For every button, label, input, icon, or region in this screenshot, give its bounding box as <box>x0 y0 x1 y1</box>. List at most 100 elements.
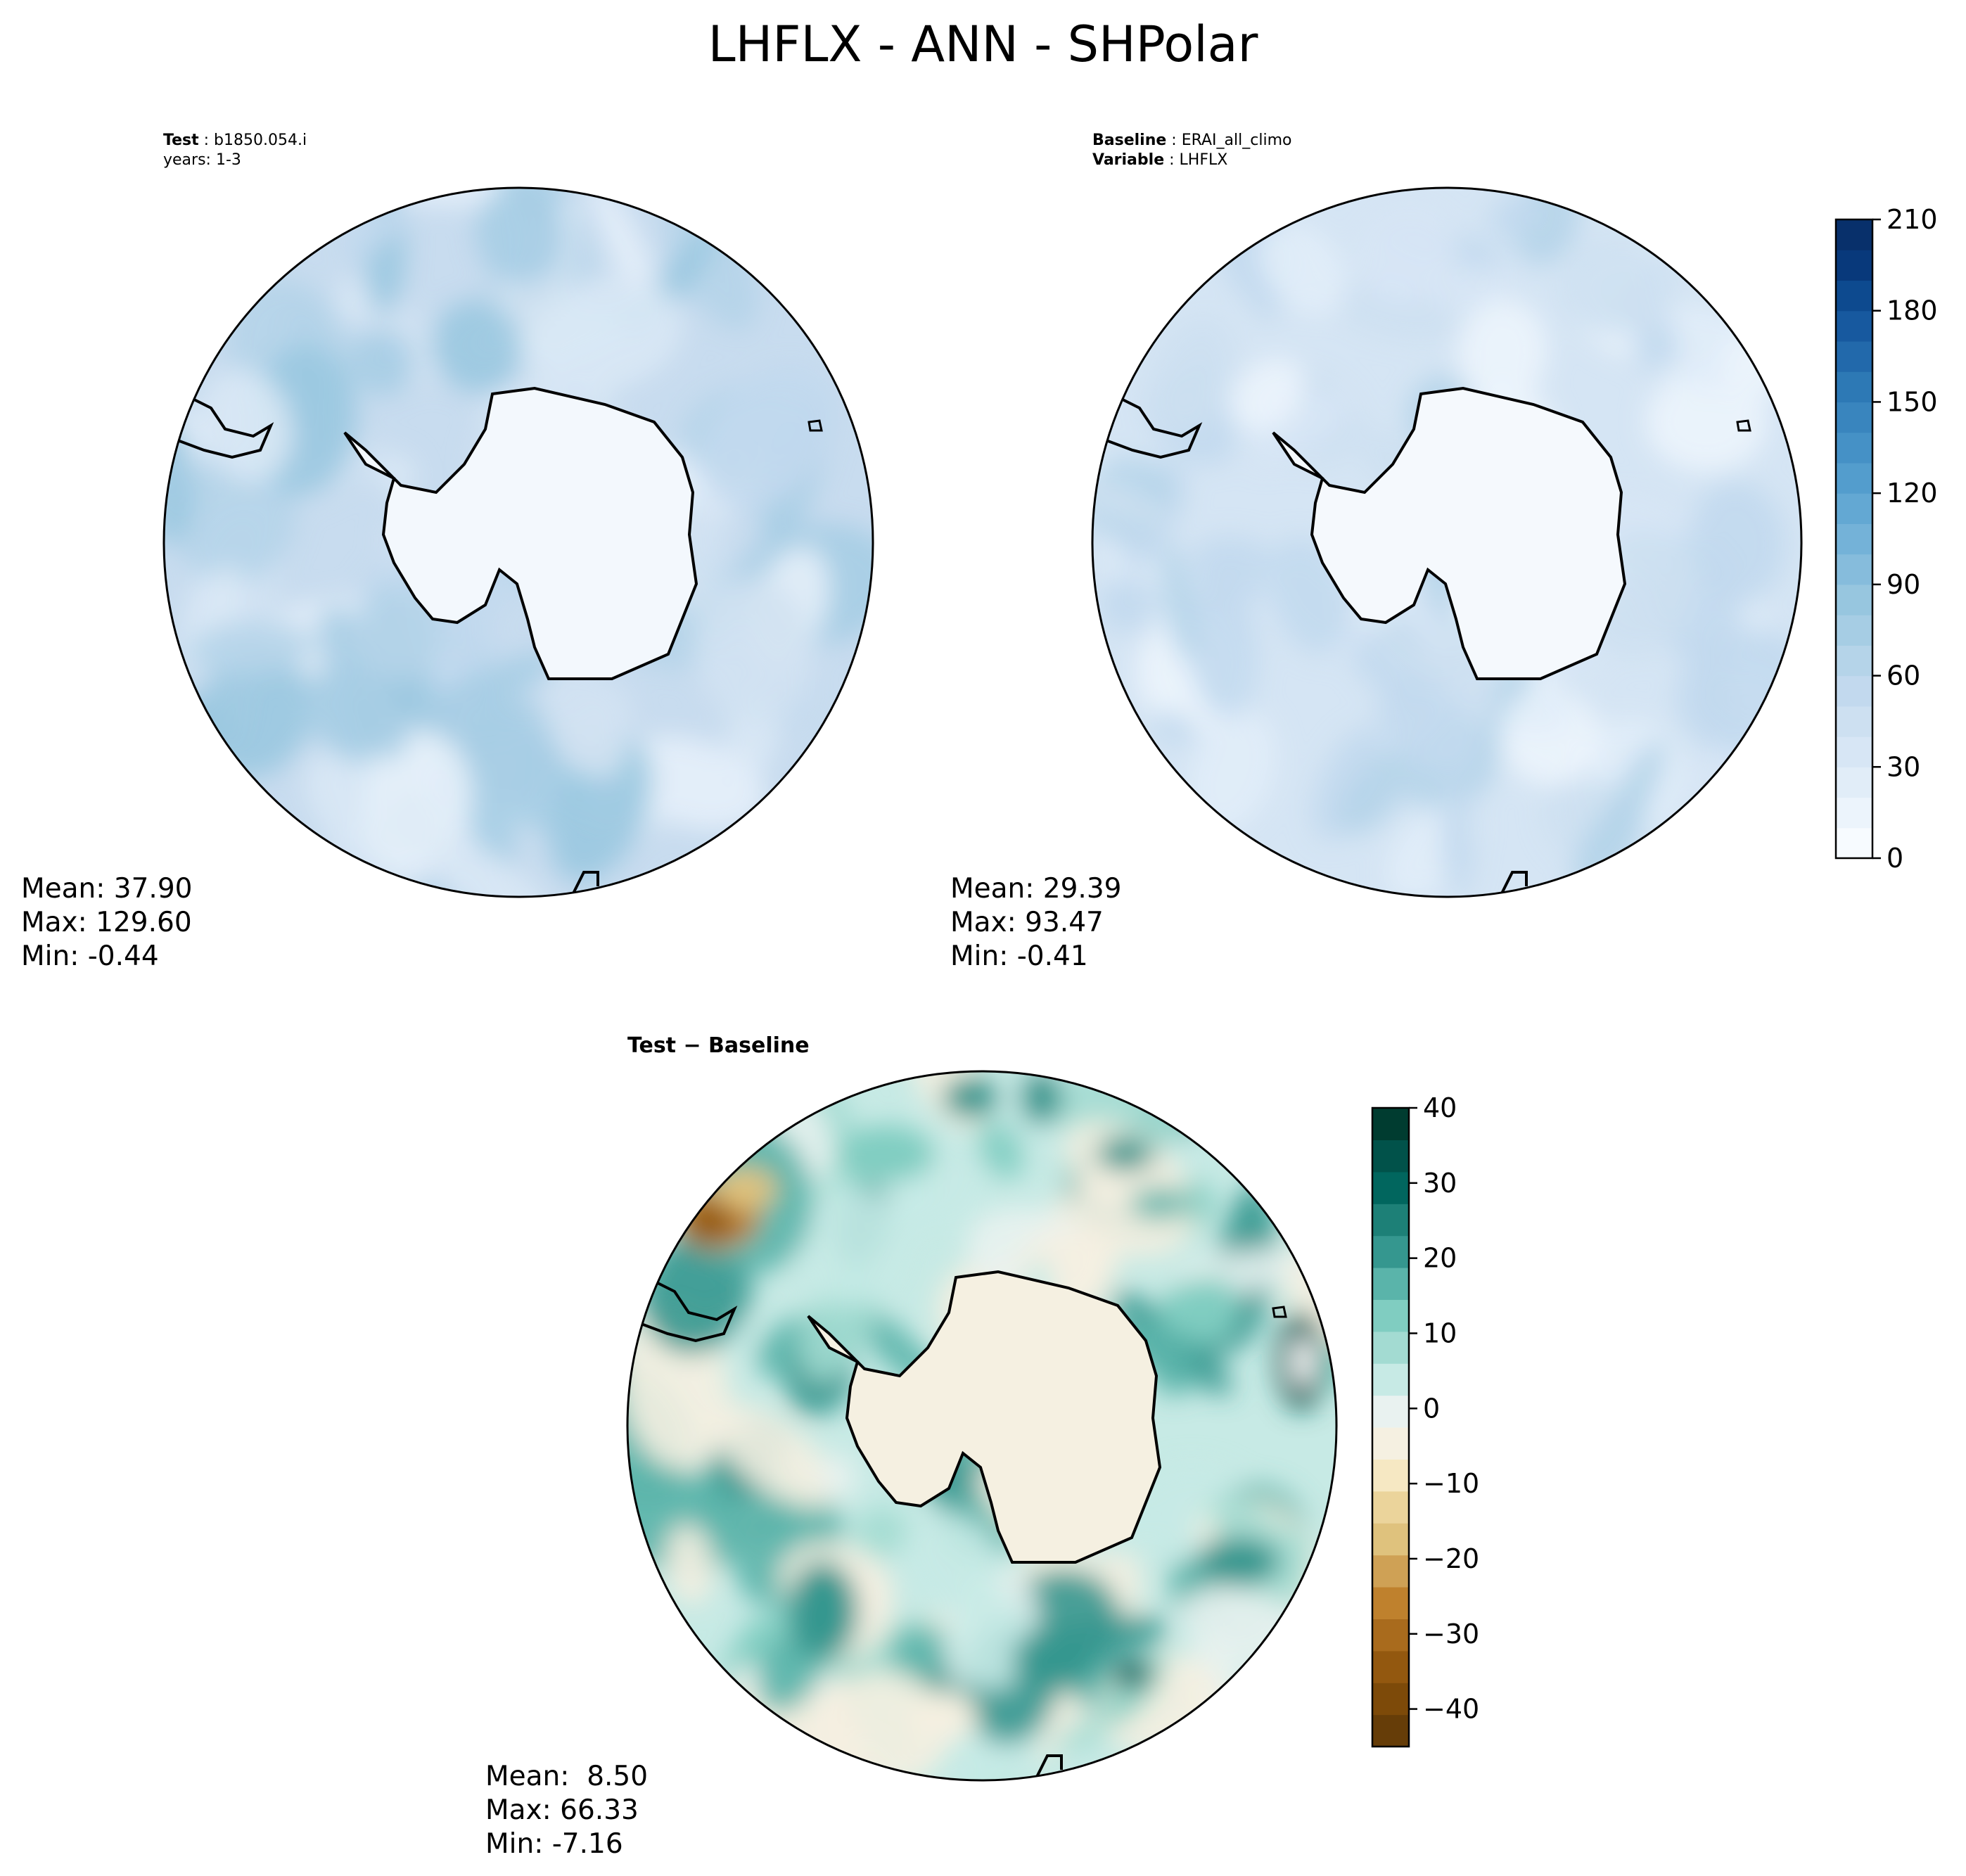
colorbar-segment <box>1372 1395 1409 1428</box>
baseline-variable-line: Variable : LHFLX <box>1092 151 1227 170</box>
colorbar-tick-label: 10 <box>1423 1317 1457 1348</box>
colorbar-segment <box>1372 1171 1409 1204</box>
colorbar-segment <box>1372 1299 1409 1332</box>
test-south-america-coast <box>167 393 274 459</box>
colorbar-tick-label: 20 <box>1423 1243 1457 1274</box>
field-contour-patch <box>1149 317 1235 435</box>
colorbar-tick-label: 90 <box>1887 569 1920 600</box>
field-contour-patch <box>1092 465 1173 525</box>
field-contour-patch <box>353 585 445 681</box>
colorbar-segment <box>1836 523 1872 555</box>
colorbar-segment <box>1836 250 1872 281</box>
baseline-label-key: Baseline <box>1092 132 1167 149</box>
diff-colorbar: 40 30 20 10 0 −10 −20 −30 −40 <box>1371 1092 1479 1748</box>
field-contour-patch <box>1129 1187 1192 1220</box>
field-contour-patch <box>1013 1628 1097 1692</box>
test-min: Min: -0.44 <box>21 940 159 972</box>
baseline-stats: Mean: 29.39 Max: 93.47 Min: -0.41 <box>950 872 1121 974</box>
diff-coastline <box>807 1270 1162 1564</box>
colorbar-tick-label: −30 <box>1423 1619 1479 1650</box>
test-max: Max: 129.60 <box>21 907 192 938</box>
colorbar-segment <box>1372 1235 1409 1268</box>
test-label-separator: : <box>198 132 215 149</box>
field-contour-patch <box>1645 371 1768 472</box>
diff-island-coast-south <box>1035 1754 1063 1778</box>
diff-mean: Mean: 8.50 <box>485 1761 649 1792</box>
colorbar-segment <box>1836 827 1872 859</box>
test-mean: Mean: 37.90 <box>21 873 193 905</box>
field-contour-patch <box>820 1453 857 1500</box>
colorbar-tick-label: −40 <box>1423 1694 1479 1725</box>
colorbar-segment <box>1372 1363 1409 1396</box>
colorbar-segment <box>1836 462 1872 494</box>
diff-max: Max: 66.33 <box>485 1794 639 1826</box>
colorbar-segment <box>1372 1140 1409 1173</box>
field-contour-patch <box>475 188 564 284</box>
baseline-mean: Mean: 29.39 <box>950 873 1122 905</box>
field-contour-patch <box>1188 711 1277 833</box>
colorbar-segment <box>1372 1683 1409 1716</box>
field-contour-patch <box>350 329 414 396</box>
baseline-label-line: Baseline : ERAI_all_climo <box>1092 131 1291 151</box>
field-contour-patch <box>695 578 814 725</box>
diff-min: Min: -7.16 <box>485 1828 623 1860</box>
field-contour-patch <box>905 1512 1002 1614</box>
field-contour-patch <box>907 1692 978 1741</box>
field-contour-patch <box>1312 727 1384 841</box>
field-contour-patch <box>1258 221 1348 317</box>
field-contour-patch <box>549 736 653 881</box>
baseline-max: Max: 93.47 <box>950 907 1104 938</box>
baseline-island-coast <box>1736 419 1751 432</box>
field-contour-patch <box>976 1121 1025 1179</box>
colorbar-segment <box>1372 1555 1409 1588</box>
colorbar-segment <box>1836 432 1872 464</box>
colorbar-frame <box>1371 1106 1410 1748</box>
field-contour-patch <box>837 1125 936 1182</box>
field-contour-patch <box>1151 712 1197 744</box>
field-contour-patch <box>1020 1071 1062 1125</box>
colorbar-segment <box>1372 1427 1409 1460</box>
field-contour-patch <box>411 651 563 724</box>
baseline-map-frame <box>1091 186 1803 898</box>
colorbar-segment <box>1372 1108 1409 1140</box>
colorbar-segment <box>1836 310 1872 342</box>
colorbar-tick-label: 180 <box>1887 295 1938 326</box>
field-contour-patch <box>713 1403 835 1508</box>
field-contour-patch <box>542 660 629 779</box>
field-contour-patch <box>1250 390 1351 466</box>
colorbar-tick-label: −10 <box>1423 1468 1479 1499</box>
test-island-coast <box>808 419 823 432</box>
field-contour-patch <box>714 1168 777 1210</box>
test-label-key: Test <box>163 132 199 149</box>
field-contour-patch <box>1457 299 1548 405</box>
baseline-variable-separator: : <box>1164 151 1180 169</box>
colorbar-segment <box>1372 1491 1409 1524</box>
colorbar-tick-label: 60 <box>1887 661 1920 691</box>
colorbar-tick-label: 120 <box>1887 478 1938 509</box>
colorbar-segment <box>1372 1619 1409 1652</box>
field-contour-patch <box>1196 1537 1280 1586</box>
field-contour-patch <box>1231 357 1305 432</box>
baseline-label-value: ERAI_all_climo <box>1181 132 1292 149</box>
colorbar-segment <box>1836 675 1872 707</box>
field-contour-patch <box>665 1524 714 1605</box>
field-contour-patch <box>951 1595 1034 1690</box>
colorbar-tick-label: 210 <box>1887 204 1938 235</box>
field-contour-patch <box>1354 204 1458 304</box>
colorbar-segment <box>1372 1331 1409 1364</box>
colorbar-segment <box>1836 371 1872 403</box>
field-contour-patch <box>437 708 517 865</box>
test-island-coast-south <box>572 871 599 894</box>
field-contour-patch <box>1292 1336 1315 1387</box>
colorbar-segment <box>1836 493 1872 524</box>
field-contour-patch <box>943 1076 999 1118</box>
field-contour-patch <box>1099 575 1158 632</box>
colorbar-segment <box>1836 340 1872 372</box>
field-contour-patch <box>1441 780 1474 896</box>
colorbar-segment <box>1372 1204 1409 1237</box>
field-contour-patch <box>175 449 297 586</box>
field-contour-patch <box>701 364 836 511</box>
colorbar-segment <box>1372 1714 1409 1747</box>
baseline-label-separator: : <box>1166 132 1182 149</box>
field-contour-patch <box>1161 544 1198 663</box>
